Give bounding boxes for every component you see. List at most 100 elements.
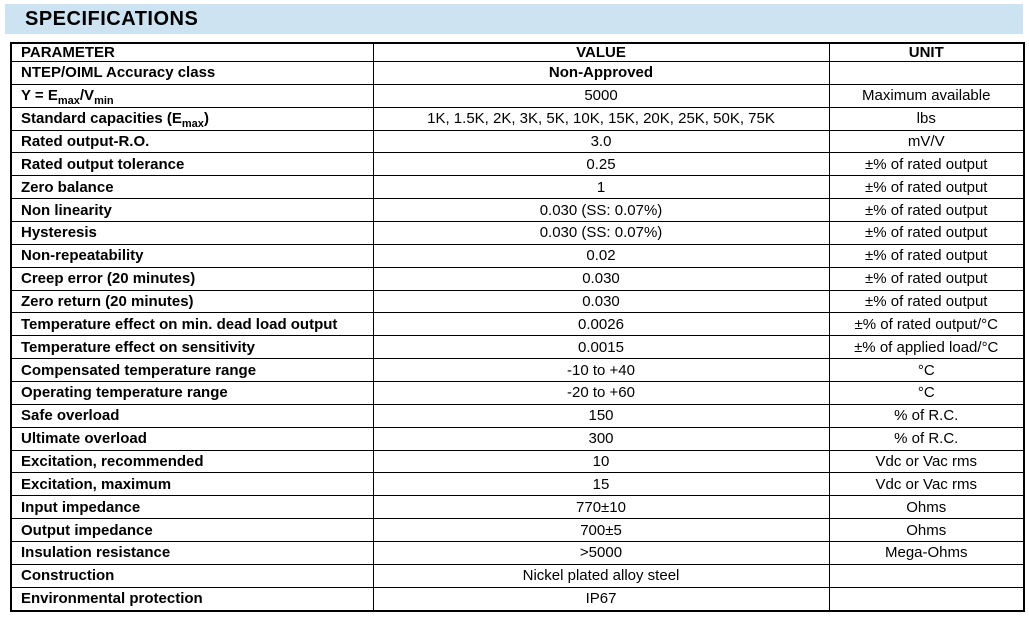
parameter-cell: Environmental protection (10, 586, 374, 612)
parameter-cell: Rated output-R.O. (10, 129, 374, 154)
value-cell: -10 to +40 (372, 358, 830, 383)
table-row: Zero balance 1 ±% of rated output (10, 175, 1025, 200)
table-row: Insulation resistance >5000 Mega-Ohms (10, 541, 1025, 565)
unit-cell: °C (828, 381, 1025, 405)
value-cell: 0.030 (372, 289, 830, 314)
parameter-cell: Rated output tolerance (10, 152, 374, 177)
unit-cell: ±% of rated output (828, 243, 1025, 268)
unit-cell: Vdc or Vac rms (828, 449, 1025, 474)
parameter-cell: Excitation, maximum (10, 472, 374, 497)
table-row: Rated output-R.O. 3.0 mV/V (10, 129, 1025, 154)
column-header-parameter: PARAMETER (10, 42, 374, 62)
value-cell: 5000 (372, 83, 830, 108)
value-cell: 0.030 (372, 266, 830, 291)
parameter-cell: Input impedance (10, 495, 374, 520)
value-cell: 1K, 1.5K, 2K, 3K, 5K, 10K, 15K, 20K, 25K… (372, 106, 830, 131)
unit-cell: ±% of rated output (828, 266, 1025, 291)
value-cell: 300 (372, 426, 830, 451)
unit-cell: ±% of rated output (828, 175, 1025, 200)
value-cell: 770±10 (372, 495, 830, 520)
table-row: Ultimate overload 300% of R.C. (10, 426, 1025, 451)
table-row: Temperature effect on sensitivity 0.0015 ±… (10, 335, 1025, 360)
specifications-table: PARAMETER VALUE UNIT NTEP/OIML Accuracy … (10, 42, 1025, 612)
table-row: Compensated temperature range -10 to +40 °… (10, 358, 1025, 383)
value-cell: Non-Approved (372, 61, 830, 85)
parameter-cell: NTEP/OIML Accuracy class (10, 61, 374, 85)
table-row: Input impedance 770±10 Ohms (10, 495, 1025, 520)
value-cell: 0.02 (372, 243, 830, 268)
value-cell: 150 (372, 403, 830, 428)
unit-cell: Mega-Ohms (828, 541, 1025, 565)
unit-cell: lbs (828, 106, 1025, 131)
parameter-cell: Construction (10, 563, 374, 588)
value-cell: 3.0 (372, 129, 830, 154)
unit-cell: % of R.C. (828, 426, 1025, 451)
value-cell: 0.0026 (372, 312, 830, 337)
value-cell: 0.25 (372, 152, 830, 177)
table-row: Creep error (20 minutes) 0.030 ±% of rated… (10, 266, 1025, 291)
unit-cell (828, 563, 1025, 588)
value-cell: >5000 (372, 541, 830, 565)
column-header-unit: UNIT (828, 42, 1025, 62)
table-row: Zero return (20 minutes) 0.030 ±% of rated… (10, 289, 1025, 314)
parameter-cell: Operating temperature range (10, 381, 374, 405)
parameter-cell: Creep error (20 minutes) (10, 266, 374, 291)
parameter-cell: Non linearity (10, 198, 374, 223)
table-row: Safe overload 150% of R.C. (10, 403, 1025, 428)
unit-cell (828, 586, 1025, 612)
parameter-cell: Temperature effect on sensitivity (10, 335, 374, 360)
unit-cell: ±% of rated output (828, 221, 1025, 245)
value-cell: 1 (372, 175, 830, 200)
table-row: Excitation, recommended 10 Vdc or Vac rms (10, 449, 1025, 474)
parameter-cell: Temperature effect on min. dead load out… (10, 312, 374, 337)
table-row: Standard capacities (Emax) 1K, 1.5K, 2K, … (10, 106, 1025, 131)
parameter-cell: Ultimate overload (10, 426, 374, 451)
unit-cell (828, 61, 1025, 85)
parameter-cell: Safe overload (10, 403, 374, 428)
value-cell: 0.030 (SS: 0.07%) (372, 221, 830, 245)
unit-cell: °C (828, 358, 1025, 383)
parameter-cell: Zero balance (10, 175, 374, 200)
table-row: Excitation, maximum 15 Vdc or Vac rms (10, 472, 1025, 497)
value-cell: 0.030 (SS: 0.07%) (372, 198, 830, 223)
column-header-value: VALUE (372, 42, 830, 62)
section-title: SPECIFICATIONS (25, 7, 199, 30)
parameter-cell: Output impedance (10, 518, 374, 543)
value-cell: 10 (372, 449, 830, 474)
table-row: Non linearity 0.030 (SS: 0.07%) ±% of rate… (10, 198, 1025, 223)
parameter-cell: Standard capacities (Emax) (10, 106, 374, 131)
table-row: Non-repeatability 0.02 ±% of rated output (10, 243, 1025, 268)
unit-cell: ±% of rated output (828, 289, 1025, 314)
unit-cell: mV/V (828, 129, 1025, 154)
spec-table-body: NTEP/OIML Accuracy class Non-Approved Y = … (10, 61, 1025, 612)
table-row: NTEP/OIML Accuracy class Non-Approved (10, 61, 1025, 85)
value-cell: -20 to +60 (372, 381, 830, 405)
unit-cell: % of R.C. (828, 403, 1025, 428)
parameter-cell: Hysteresis (10, 221, 374, 245)
parameter-cell: Compensated temperature range (10, 358, 374, 383)
table-row: Temperature effect on min. dead load out… (10, 312, 1025, 337)
unit-cell: ±% of rated output (828, 198, 1025, 223)
table-row: Rated output tolerance 0.25 ±% of rated ou… (10, 152, 1025, 177)
unit-cell: Vdc or Vac rms (828, 472, 1025, 497)
parameter-cell: Excitation, recommended (10, 449, 374, 474)
table-row: Environmental protection IP67 (10, 586, 1025, 612)
unit-cell: ±% of applied load/°C (828, 335, 1025, 360)
table-row: Output impedance 700±5 Ohms (10, 518, 1025, 543)
parameter-cell: Insulation resistance (10, 541, 374, 565)
unit-cell: Ohms (828, 495, 1025, 520)
value-cell: 700±5 (372, 518, 830, 543)
unit-cell: ±% of rated output (828, 152, 1025, 177)
value-cell: 0.0015 (372, 335, 830, 360)
table-row: Y = Emax/Vmin 5000 Maximum available (10, 83, 1025, 108)
parameter-cell: Y = Emax/Vmin (10, 83, 374, 108)
parameter-cell: Non-repeatability (10, 243, 374, 268)
table-row: Hysteresis 0.030 (SS: 0.07%) ±% of rated o… (10, 221, 1025, 245)
table-row: Construction Nickel plated alloy steel (10, 563, 1025, 588)
unit-cell: Maximum available (828, 83, 1025, 108)
unit-cell: Ohms (828, 518, 1025, 543)
unit-cell: ±% of rated output/°C (828, 312, 1025, 337)
value-cell: Nickel plated alloy steel (372, 563, 830, 588)
table-row: Operating temperature range -20 to +60 °C (10, 381, 1025, 405)
